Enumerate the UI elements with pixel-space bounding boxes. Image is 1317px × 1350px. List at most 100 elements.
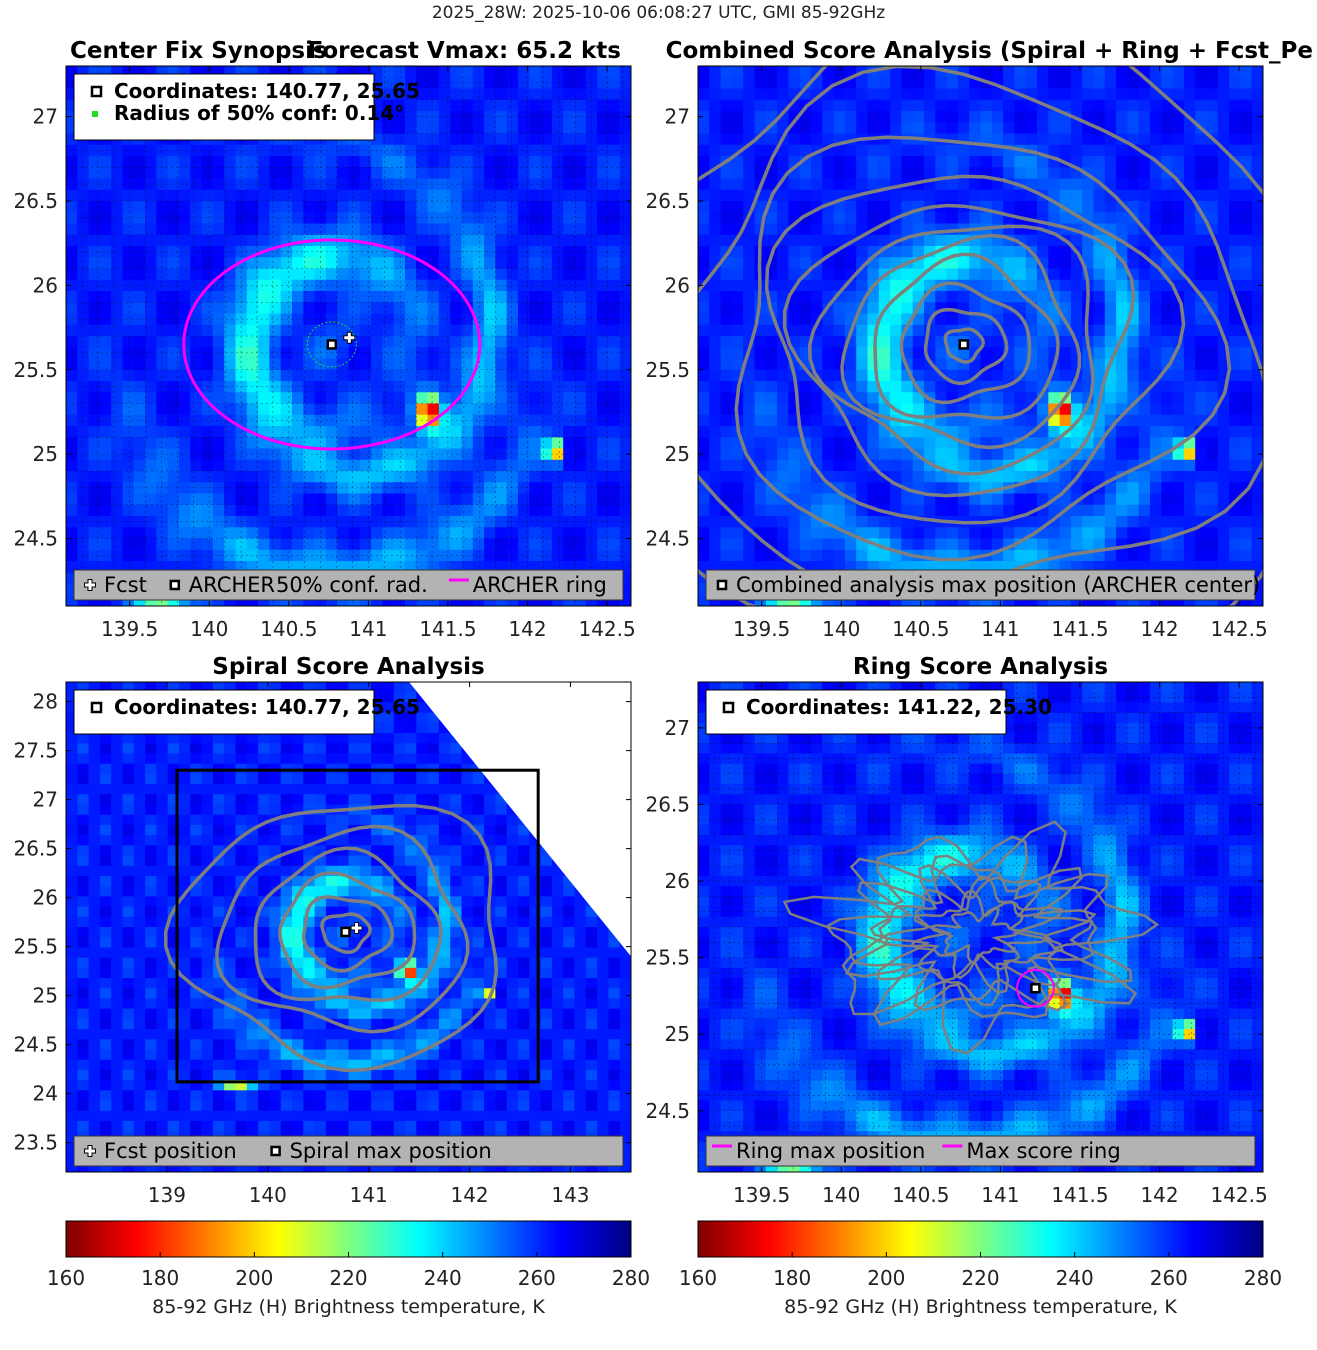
contour-line (873, 252, 1060, 420)
legend-box (73, 1135, 624, 1167)
x-tick-label: 140 (249, 1183, 287, 1207)
overlays (163, 768, 540, 1084)
legend-label: ARCHER ring (473, 573, 607, 597)
colorbar-tick-label: 220 (961, 1266, 999, 1290)
y-tick-label: 24.5 (645, 1099, 690, 1123)
contour-line (698, 66, 1263, 600)
x-tick-label: 140 (822, 617, 860, 641)
y-tick-label: 27 (33, 105, 58, 129)
legend-box (705, 1135, 1256, 1167)
legend-square-icon (716, 579, 728, 591)
contour-line (869, 863, 1097, 1007)
y-tick-label: 25 (665, 442, 690, 466)
colorbar: 160 180 200 220 240 260 280 85-92 GHz (H) Brigh… (679, 1220, 1282, 1318)
panel-title: Combined Score Analysis (Spiral + Ring +… (666, 38, 1313, 64)
colorbar-gradient (697, 1220, 1264, 1258)
contour-line (734, 135, 1232, 562)
colorbar-tick-label: 280 (1244, 1266, 1282, 1290)
center-marker (326, 339, 338, 350)
info-marker (90, 701, 103, 714)
contour-line (698, 66, 1263, 606)
x-tick-label: 139 (148, 1183, 186, 1207)
y-tick-label: 25 (33, 984, 58, 1008)
plot-frame (697, 681, 1264, 1173)
y-tick-label: 27.5 (13, 739, 58, 763)
y-tick-label: 27 (33, 788, 58, 812)
center-marker (1030, 983, 1041, 994)
colorbar-tick-label: 200 (235, 1266, 273, 1290)
panel-title: Ring Score Analysis (853, 654, 1108, 680)
y-tick-label: 25.5 (13, 358, 58, 382)
colorbar-tick-label: 180 (773, 1266, 811, 1290)
legend: Fcst ARCHER 50% conf. rad. ARCHER ring (73, 569, 624, 601)
legend-fcst-icon (85, 1146, 95, 1156)
x-tick-label: 139.5 (733, 617, 790, 641)
x-tick-label: 141 (350, 1183, 388, 1207)
legend: Fcst position Spiral max position (73, 1135, 624, 1167)
x-tick-label: 142.5 (1210, 1183, 1267, 1207)
overlays (698, 66, 1263, 606)
y-tick-label: 26.5 (645, 793, 690, 817)
panel-center-fix-synopsis: 139.5 140 140.5 141 141.5 142 142.5 24.5 25 25.5 2… (13, 38, 635, 641)
panel-title: Center Fix Synopsis (70, 38, 327, 64)
y-tick-label: 25.5 (645, 946, 690, 970)
x-tick-label: 141.5 (1051, 1183, 1108, 1207)
x-tick-label: 140.5 (892, 617, 949, 641)
info-line: Coordinates: 140.77, 25.65 (114, 695, 420, 719)
y-tick-label: 23.5 (13, 1131, 58, 1155)
info-line: Radius of 50% conf: 0.14° (114, 101, 404, 125)
panel-subtitle: Forecast Vmax: 65.2 kts (308, 38, 621, 64)
info-box (73, 689, 375, 735)
x-tick-label: 140 (822, 1183, 860, 1207)
info-box (705, 689, 1007, 735)
grid (66, 66, 631, 606)
info-line: Coordinates: 140.77, 25.65 (114, 79, 420, 103)
legend-box (73, 569, 624, 601)
y-tick-label: 28 (33, 690, 58, 714)
panel-combined-score-analysis: 139.5 140 140.5 141 141.5 142 142.5 24.5 25 25.5 2… (645, 38, 1313, 641)
legend-fcst-icon (85, 580, 95, 590)
colorbar-tick-label: 280 (612, 1266, 650, 1290)
overlays (182, 238, 482, 451)
y-tick-label: 24 (33, 1082, 58, 1106)
colorbar-tick-label: 240 (424, 1266, 462, 1290)
y-tick-label: 25 (665, 1022, 690, 1046)
plot-frame (65, 65, 632, 607)
colorbar-tick-label: 240 (1056, 1266, 1094, 1290)
figure-title: 2025_28W: 2025-10-06 06:08:27 UTC, GMI 8… (431, 3, 886, 23)
panel-spiral-score-analysis: 139 140 141 142 143 23.5 24 24.5 25 25.5 26 26.5 27 2… (13, 654, 632, 1207)
info-marker (90, 85, 103, 98)
contour-line (301, 895, 395, 973)
x-tick-label: 142 (1140, 1183, 1178, 1207)
x-tick-label: 140.5 (260, 617, 317, 641)
y-tick-label: 25.5 (645, 358, 690, 382)
colorbar-tick-label: 160 (679, 1266, 717, 1290)
y-tick-label: 25.5 (13, 935, 58, 959)
legend-label: Fcst (104, 573, 147, 597)
info-marker (92, 111, 98, 117)
colorbar-gradient (65, 1220, 632, 1258)
legend: Ring max position Max score ring (705, 1135, 1256, 1167)
y-tick-label: 26.5 (645, 189, 690, 213)
contour-line (782, 203, 1136, 498)
heatmap (698, 682, 1263, 1172)
panel-title: Spiral Score Analysis (212, 654, 484, 680)
legend-label: Spiral max position (290, 1139, 492, 1163)
colorbar-tick-label: 260 (518, 1266, 556, 1290)
search-box (175, 768, 540, 1084)
x-tick-label: 141.5 (1051, 617, 1108, 641)
contour-line (215, 824, 470, 1034)
info-marker (722, 701, 735, 714)
panel-ring-score-analysis: 139.5 140 140.5 141 141.5 142 142.5 24.5 25 25.5 2… (645, 654, 1267, 1207)
info-line: Coordinates: 141.22, 25.30 (746, 695, 1052, 719)
legend-square-icon (169, 579, 181, 591)
x-tick-label: 141 (981, 617, 1019, 641)
colorbar-tick-label: 200 (867, 1266, 905, 1290)
contour-line (840, 233, 1082, 450)
legend-label: ARCHER (189, 573, 275, 597)
center-marker (958, 339, 970, 350)
plot-frame (65, 681, 632, 1173)
contour-line (320, 912, 372, 955)
swath-edge (409, 682, 631, 957)
x-tick-label: 140 (190, 617, 228, 641)
